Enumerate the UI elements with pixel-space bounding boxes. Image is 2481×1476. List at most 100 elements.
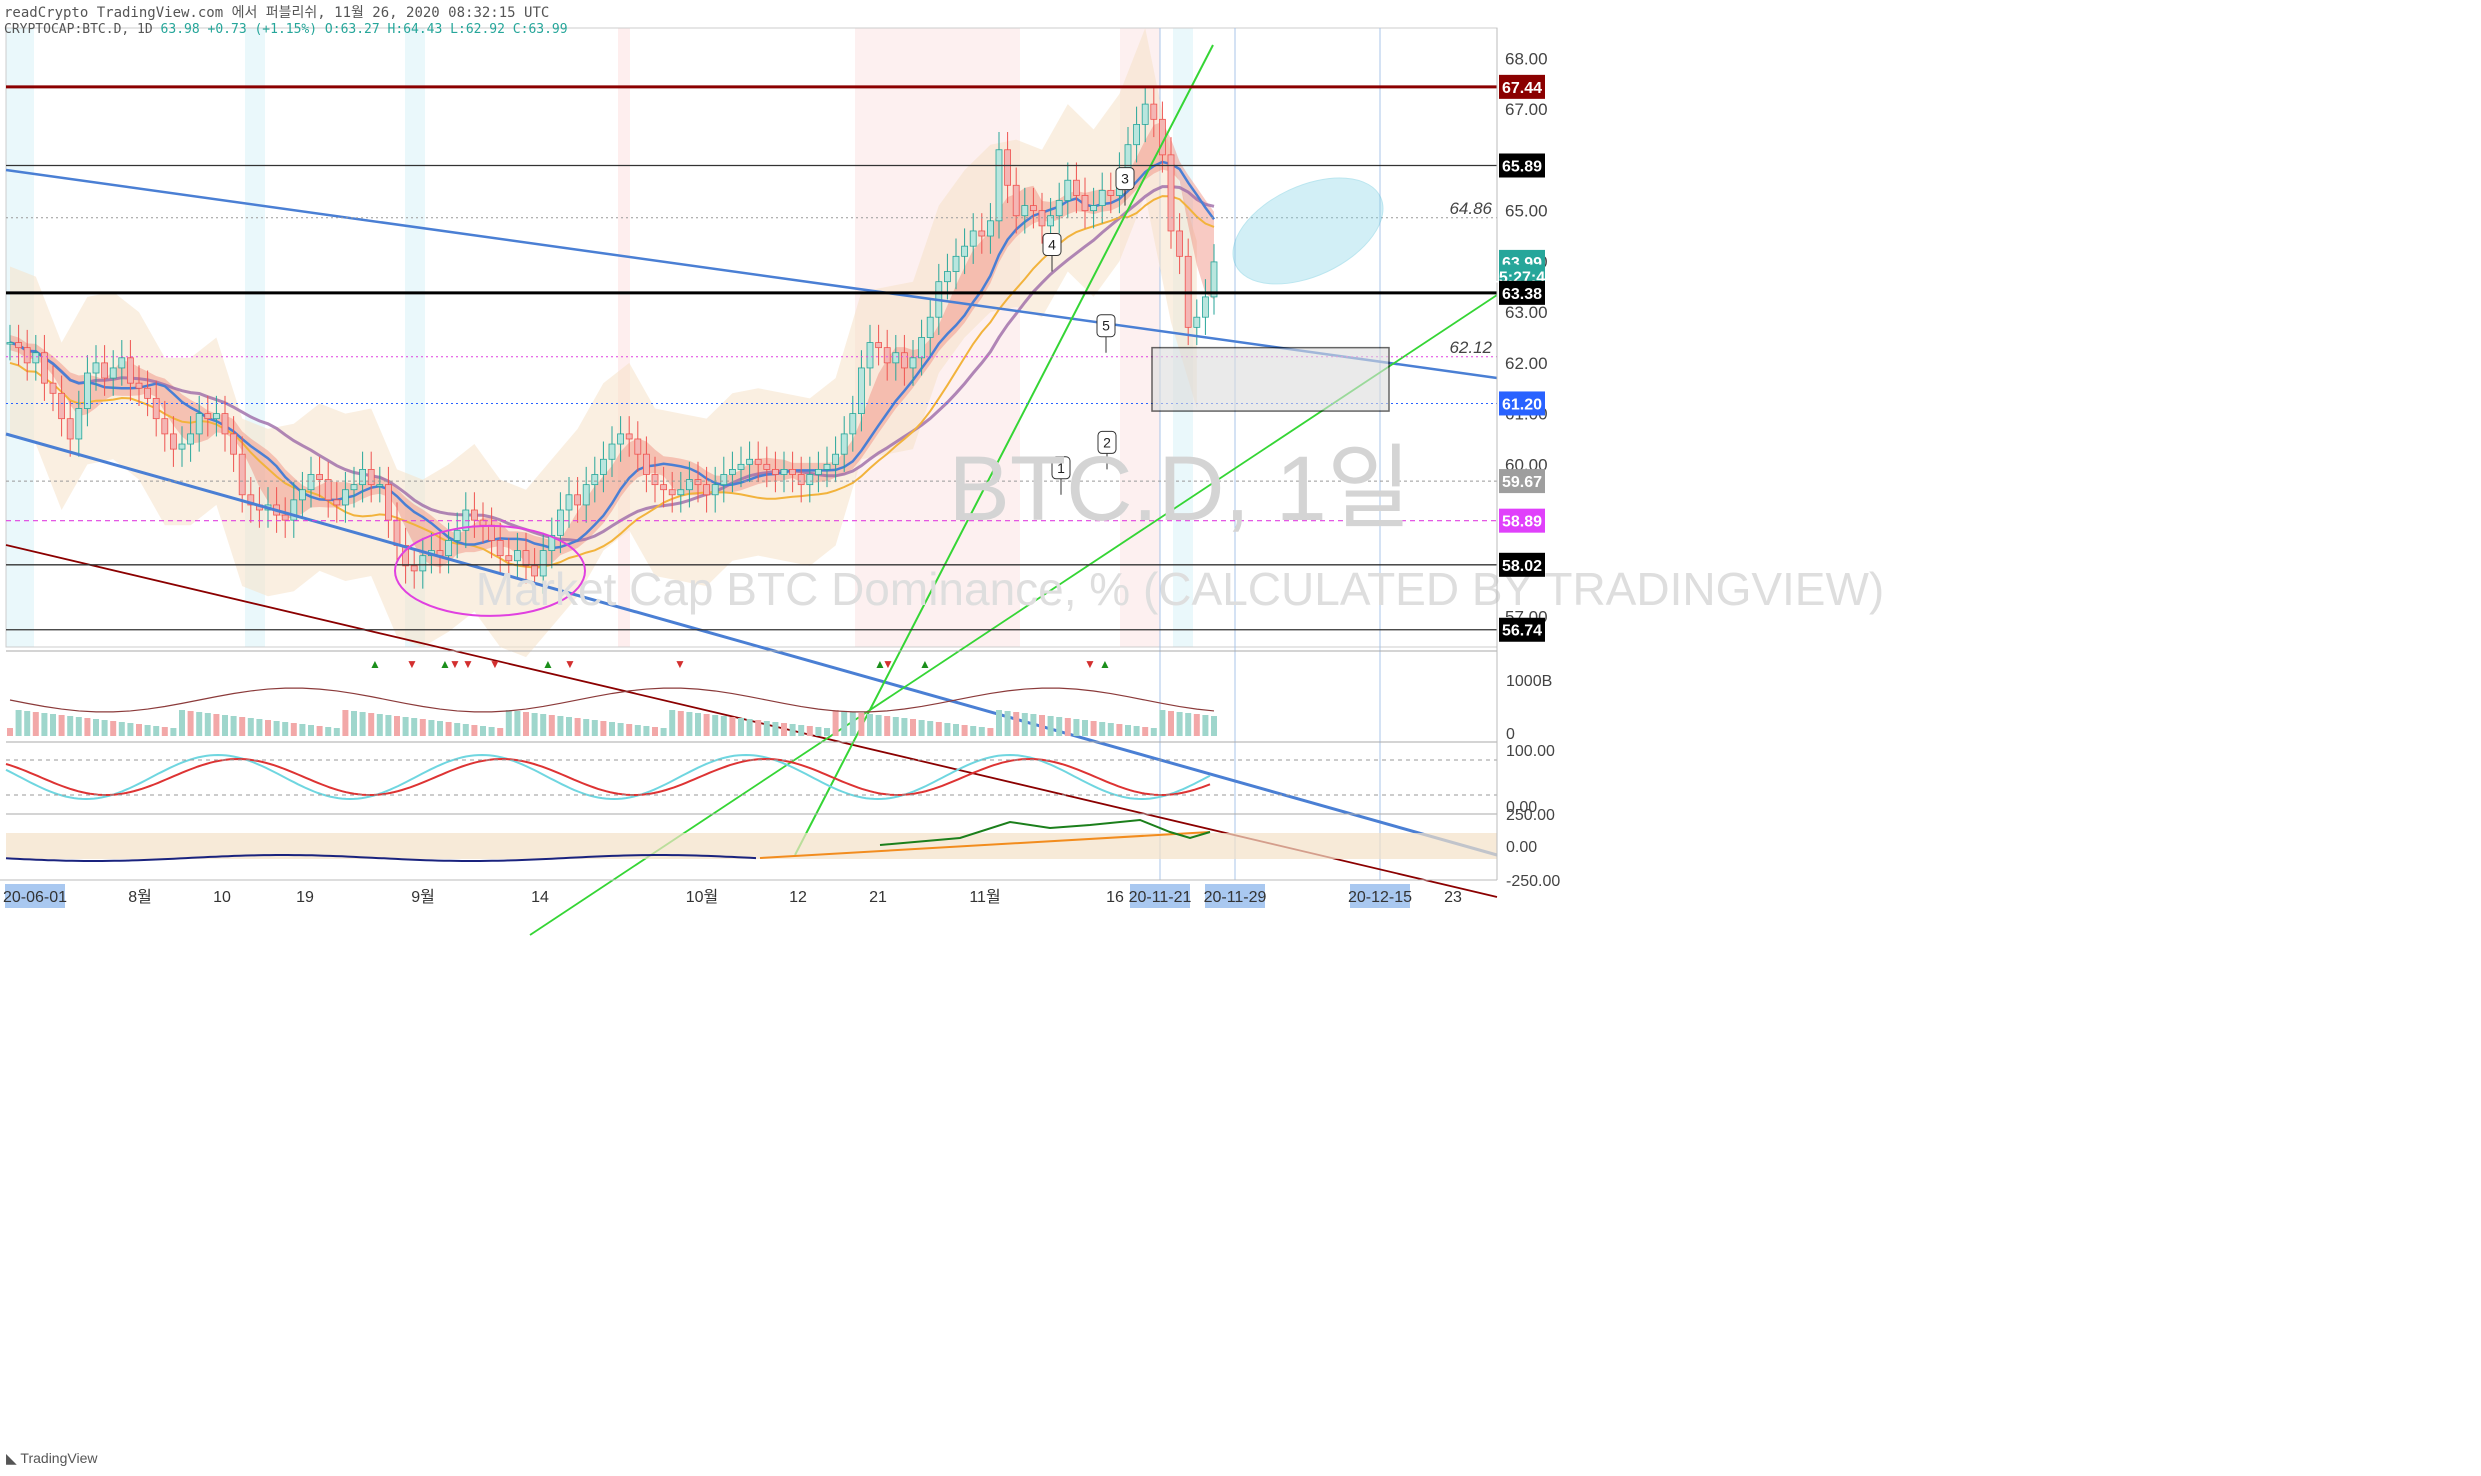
candle-body bbox=[797, 474, 805, 486]
volume-bar bbox=[75, 717, 82, 736]
bottom-circle[interactable] bbox=[394, 524, 586, 617]
volume-bar bbox=[256, 719, 263, 736]
symbol-name[interactable]: CRYPTOCAP:BTC.D, 1D bbox=[4, 22, 153, 37]
time-tick-12[interactable]: 12 bbox=[789, 889, 807, 906]
wave-label-3[interactable]: 3 bbox=[1115, 167, 1135, 206]
price-badge-58.02[interactable]: 58.02 bbox=[1499, 552, 1545, 577]
candle-body bbox=[49, 382, 57, 394]
candle-body bbox=[333, 499, 341, 506]
consolidation-box[interactable] bbox=[1151, 346, 1390, 412]
volume-bar bbox=[437, 721, 443, 736]
wave-label-text: 1 bbox=[1057, 460, 1065, 476]
time-tick-9월[interactable]: 9월 bbox=[411, 888, 435, 906]
price-tick-label: 62.00 bbox=[1505, 354, 1548, 373]
volume-bar bbox=[1142, 727, 1149, 736]
buy-signal-marker: ▲ bbox=[874, 657, 886, 671]
volume-bar bbox=[566, 717, 572, 736]
candle-body bbox=[617, 433, 624, 445]
volume-bar bbox=[892, 717, 899, 736]
wave-label-1[interactable]: 1 bbox=[1051, 456, 1071, 495]
time-tick-21[interactable]: 21 bbox=[869, 889, 887, 906]
candle-body bbox=[1055, 200, 1063, 217]
price-badge-text: 58.89 bbox=[1502, 514, 1542, 531]
candle-body bbox=[600, 458, 607, 475]
candle-body bbox=[711, 484, 719, 496]
price-badge-61.20[interactable]: 61.20 bbox=[1499, 391, 1545, 416]
price-badge-58.89[interactable]: 58.89 bbox=[1499, 508, 1545, 533]
volume-bar bbox=[858, 713, 865, 736]
price-badge-65.89[interactable]: 65.89 bbox=[1499, 153, 1545, 178]
target-ellipse[interactable] bbox=[1216, 156, 1399, 305]
volume-bar bbox=[462, 724, 469, 736]
wave-label-5[interactable]: 5 bbox=[1096, 314, 1116, 353]
time-tick-label: 20-06-01 bbox=[3, 889, 67, 906]
candle-body bbox=[961, 245, 968, 257]
downtrend-line-lower[interactable] bbox=[5, 432, 1498, 857]
candle-body bbox=[1176, 230, 1183, 257]
volume-bar bbox=[591, 720, 598, 736]
buy-signal-marker: ▲ bbox=[1099, 657, 1111, 671]
time-tick-11월[interactable]: 11월 bbox=[969, 888, 1000, 906]
volume-bar bbox=[978, 727, 985, 736]
panel-tick-label: 1000B bbox=[1506, 673, 1552, 690]
price-badge-text: 58.02 bbox=[1502, 558, 1542, 575]
time-tick-19[interactable]: 19 bbox=[296, 889, 314, 906]
candle-body bbox=[221, 413, 229, 435]
price-badge-67.44[interactable]: 67.44 bbox=[1499, 74, 1545, 99]
time-tick-8월[interactable]: 8월 bbox=[128, 888, 152, 906]
ema-ribbon bbox=[10, 121, 1214, 570]
candle-body bbox=[1167, 154, 1175, 232]
wave-label-text: 2 bbox=[1103, 434, 1111, 450]
low-value: L:62.92 bbox=[450, 22, 505, 37]
tradingview-logo[interactable]: ◣ TradingView bbox=[6, 1450, 97, 1467]
candle-body bbox=[178, 443, 186, 450]
volume-bar bbox=[118, 722, 125, 736]
time-tick-10[interactable]: 10 bbox=[213, 889, 231, 906]
watermark-subtitle: Market Cap BTC Dominance, % (CALCULATED … bbox=[476, 563, 1884, 615]
price-axis[interactable]: 68.0067.0065.0064.0063.0062.0061.0060.00… bbox=[1490, 28, 1554, 880]
volume-bar bbox=[789, 724, 796, 736]
panel-tick-label: 100.00 bbox=[1506, 743, 1555, 760]
volume-bar bbox=[910, 719, 916, 736]
sell-signal-marker: ▼ bbox=[406, 657, 418, 671]
time-tick-20-06-01[interactable]: 20-06-01 bbox=[3, 884, 67, 908]
price-badge-63.38[interactable]: 63.38 bbox=[1499, 280, 1545, 305]
volume-bar bbox=[265, 720, 271, 736]
volume-bar bbox=[806, 726, 813, 736]
time-tick-20-11-29[interactable]: 20-11-29 bbox=[1204, 884, 1267, 908]
wave-label-2[interactable]: 2 bbox=[1097, 430, 1117, 470]
time-tick-label: 16 bbox=[1106, 889, 1124, 906]
candle-body bbox=[298, 489, 306, 501]
candle-body bbox=[505, 555, 513, 562]
time-tick-label: 21 bbox=[869, 889, 887, 906]
candle-body bbox=[1021, 205, 1029, 217]
volume-bar bbox=[471, 725, 478, 736]
time-tick-23[interactable]: 23 bbox=[1444, 889, 1462, 906]
time-tick-16[interactable]: 16 bbox=[1106, 889, 1124, 906]
candle-body bbox=[230, 433, 238, 455]
price-badge-59.67[interactable]: 59.67 bbox=[1499, 469, 1545, 494]
time-axis[interactable]: 20-06-01 8월 10 19 9월 14 10월 12 21 11월 16 20-11-21 20… bbox=[0, 879, 1497, 908]
volume-bar bbox=[634, 725, 641, 736]
downtrend-line-upper[interactable] bbox=[5, 168, 1498, 380]
uptrend-line-steep[interactable] bbox=[794, 44, 1214, 856]
volume-bar bbox=[239, 717, 246, 736]
volume-bar bbox=[32, 712, 39, 736]
time-tick-14[interactable]: 14 bbox=[531, 889, 549, 906]
time-tick-20-12-15[interactable]: 20-12-15 bbox=[1348, 884, 1412, 908]
time-tick-20-11-21[interactable]: 20-11-21 bbox=[1129, 884, 1192, 908]
price-badge-56.74[interactable]: 56.74 bbox=[1499, 617, 1545, 642]
volume-bar bbox=[944, 723, 951, 736]
time-tick-10월[interactable]: 10월 bbox=[686, 888, 719, 906]
time-tick-label: 14 bbox=[531, 889, 549, 906]
volume-bar bbox=[763, 721, 770, 736]
volume-bar bbox=[1021, 713, 1028, 736]
level-label-64-86: 64.86 bbox=[1449, 199, 1492, 218]
wave-label-4[interactable]: 4 bbox=[1042, 233, 1062, 272]
candle-body bbox=[522, 550, 530, 567]
candle-body bbox=[858, 367, 865, 415]
candle-body bbox=[815, 469, 822, 475]
price-change: +0.73 (+1.15%) bbox=[207, 22, 318, 37]
